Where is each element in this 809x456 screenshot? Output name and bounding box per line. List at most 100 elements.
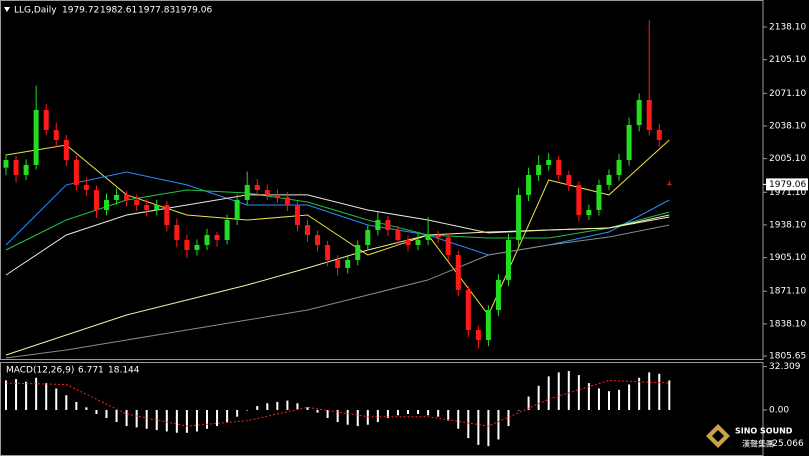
macd-bar bbox=[135, 409, 138, 428]
y-tick-label: 2138.10 bbox=[769, 23, 806, 33]
macd-bar bbox=[658, 373, 661, 410]
candle-body bbox=[445, 237, 451, 256]
candle-body bbox=[365, 229, 371, 246]
candle-body bbox=[415, 239, 421, 246]
macd-bar bbox=[427, 409, 430, 416]
macd-bar bbox=[206, 409, 208, 429]
macd-bar bbox=[628, 384, 631, 410]
moving-average bbox=[5, 171, 670, 256]
macd-bar bbox=[527, 396, 530, 410]
candle-body bbox=[83, 184, 89, 190]
macd-bar bbox=[5, 380, 7, 410]
macd-bar bbox=[457, 409, 460, 429]
candle-body bbox=[174, 225, 180, 240]
candle-body bbox=[254, 184, 260, 190]
candle-body bbox=[164, 205, 170, 226]
macd-bar bbox=[437, 409, 440, 417]
macd-bar bbox=[336, 409, 339, 423]
macd-bar bbox=[105, 409, 108, 419]
candle-body bbox=[616, 160, 622, 175]
header-high: 1982.61 bbox=[100, 6, 137, 16]
candle-body bbox=[224, 219, 230, 240]
candle-body bbox=[656, 130, 662, 141]
macd-bar bbox=[85, 407, 88, 410]
macd-bar bbox=[35, 377, 38, 410]
y-tick-label: 1805.65 bbox=[769, 351, 806, 361]
macd-bar bbox=[296, 403, 299, 410]
macd-bar bbox=[487, 409, 490, 447]
macd-bar bbox=[557, 372, 560, 410]
macd-bar bbox=[447, 409, 450, 421]
candle-body bbox=[526, 174, 532, 195]
price-tag bbox=[766, 178, 808, 191]
candle-body bbox=[13, 160, 19, 175]
macd-bar bbox=[417, 409, 420, 414]
y-tick-label: 2071.10 bbox=[769, 89, 806, 99]
candle-body bbox=[475, 330, 481, 341]
macd-bar bbox=[145, 409, 148, 429]
moving-average bbox=[5, 224, 670, 359]
candle-body bbox=[596, 184, 602, 210]
candle-body bbox=[536, 164, 542, 175]
y-tick-label: 1938.10 bbox=[769, 220, 806, 230]
macd-bar bbox=[507, 409, 510, 427]
brand-name: SINO SOUND bbox=[735, 427, 793, 436]
y-tick-label: 1871.10 bbox=[769, 287, 806, 297]
symbol-title: LLG,Daily bbox=[14, 6, 57, 16]
candle-body bbox=[274, 194, 280, 198]
macd-bar bbox=[346, 409, 349, 425]
candle-body bbox=[124, 194, 130, 200]
y-tick-label: 2105.10 bbox=[769, 55, 806, 65]
header-low: 1977.83 bbox=[138, 6, 175, 16]
macd-bar bbox=[407, 409, 409, 414]
candle-body bbox=[506, 239, 511, 280]
candle-body bbox=[586, 209, 592, 216]
candle-body bbox=[63, 140, 69, 161]
candle-body bbox=[23, 164, 29, 175]
macd-signal-line bbox=[5, 379, 670, 427]
macd-bar bbox=[517, 409, 520, 411]
macd-bar bbox=[577, 375, 580, 410]
macd-bar bbox=[175, 409, 178, 433]
candle-body bbox=[345, 259, 351, 268]
candle-body bbox=[566, 174, 572, 185]
macd-bar bbox=[195, 409, 198, 432]
candle-body bbox=[144, 205, 150, 210]
macd-bar bbox=[45, 383, 48, 410]
candle-body bbox=[264, 189, 270, 195]
macd-bar bbox=[226, 409, 229, 423]
macd-bar bbox=[477, 409, 480, 445]
brand-logo: SINO SOUND 漢聲集團 bbox=[706, 424, 793, 449]
macd-bar bbox=[125, 409, 128, 427]
macd-bar bbox=[246, 409, 249, 411]
macd-bar bbox=[386, 409, 389, 419]
macd-bar bbox=[316, 409, 319, 413]
candle-body bbox=[385, 219, 391, 230]
candle-body bbox=[425, 235, 431, 240]
macd-bar bbox=[668, 380, 671, 410]
macd-bar bbox=[497, 409, 500, 440]
macd-bar bbox=[165, 409, 168, 432]
candle-body bbox=[43, 110, 49, 131]
macd-bar bbox=[376, 409, 379, 423]
y-tick-label: 32.309 bbox=[769, 362, 801, 372]
brand-name-cn: 漢聲集團 bbox=[742, 439, 774, 449]
candle-body bbox=[516, 194, 522, 240]
candle-body bbox=[335, 259, 341, 268]
menu-triangle[interactable] bbox=[4, 7, 10, 12]
candle-body bbox=[184, 239, 190, 250]
candle-body bbox=[294, 205, 300, 226]
price-tag-label: 1979.06 bbox=[769, 180, 806, 190]
macd-bar bbox=[55, 388, 58, 410]
candle-body bbox=[33, 110, 39, 165]
candle-body bbox=[214, 235, 220, 240]
main-panel-frame bbox=[0, 0, 764, 360]
macd-bar bbox=[306, 407, 309, 410]
candle-body bbox=[646, 99, 652, 131]
header-close: 1979.06 bbox=[175, 6, 212, 16]
candle-body bbox=[636, 99, 642, 125]
macd-bar bbox=[286, 400, 289, 410]
